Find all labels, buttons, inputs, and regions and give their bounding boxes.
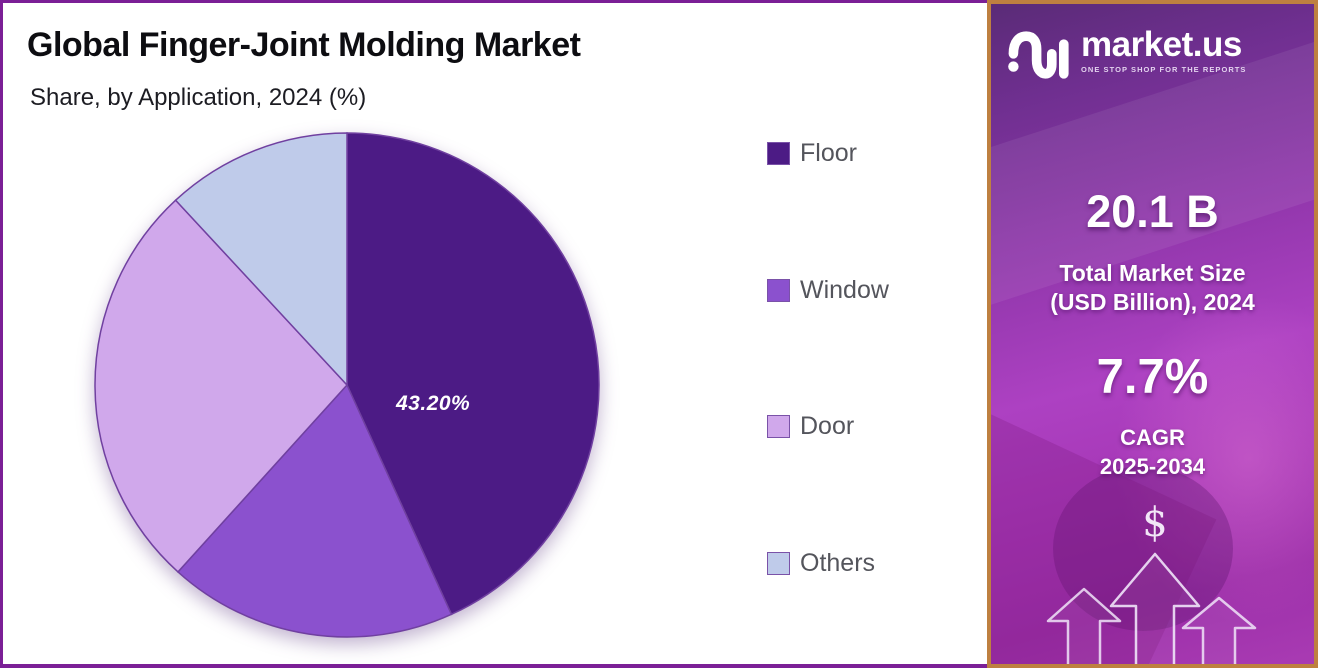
- market-size-label-line2: (USD Billion), 2024: [1050, 289, 1255, 316]
- marketus-logo-text: market.us: [1081, 25, 1242, 64]
- legend-item-door: Door: [767, 412, 967, 441]
- legend-label: Door: [800, 412, 855, 441]
- growth-arrow-icon: [1046, 587, 1122, 664]
- pie-slice-data-label: 43.20%: [396, 392, 471, 415]
- legend-swatch: [767, 278, 790, 302]
- marketus-logo: market.us ONE STOP SHOP FOR THE REPORTS: [1007, 25, 1247, 86]
- growth-arrows: [1046, 552, 1257, 664]
- legend-swatch: [767, 142, 790, 165]
- marketus-logo-icon: [1007, 28, 1071, 86]
- frame-border-bottom: [0, 664, 990, 668]
- cagr-label-line1: CAGR: [1120, 425, 1185, 450]
- legend-item-window: Window: [767, 275, 967, 304]
- legend-label: Floor: [800, 139, 857, 167]
- legend-item-others: Others: [767, 548, 967, 577]
- page-title: Global Finger-Joint Molding Market: [27, 26, 581, 64]
- panel-decor-circle: [1053, 466, 1233, 631]
- chart-legend: Floor Window Door Others: [767, 139, 967, 577]
- legend-label: Others: [800, 548, 876, 577]
- cagr-label: CAGR 2025-2034: [991, 424, 1314, 481]
- legend-item-floor: Floor: [767, 139, 967, 167]
- dollar-icon: $: [1142, 500, 1168, 546]
- cagr-value: 7.7%: [1096, 350, 1209, 404]
- brand-panel: market.us ONE STOP SHOP FOR THE REPORTS …: [987, 0, 1318, 668]
- market-size-label: Total Market Size (USD Billion), 2024: [991, 259, 1314, 318]
- chart-subtitle: Share, by Application, 2024 (%): [30, 84, 367, 111]
- pie-chart: [94, 132, 600, 638]
- pie-slice-door: [94, 199, 349, 573]
- pie-slice-others: [174, 132, 348, 387]
- pie-slice-floor: [346, 132, 600, 616]
- frame-border-left: [0, 0, 3, 668]
- market-size-value: 20.1 B: [1086, 186, 1219, 237]
- growth-arrow-icon: [1109, 552, 1201, 664]
- pie-slice-window: [176, 383, 453, 638]
- cagr-label-line2: 2025-2034: [1099, 453, 1206, 479]
- legend-label: Window: [800, 275, 889, 304]
- market-size-label-line1: Total Market Size: [1059, 260, 1246, 286]
- frame-border-top: [0, 0, 990, 3]
- marketus-tagline: ONE STOP SHOP FOR THE REPORTS: [1081, 65, 1247, 75]
- growth-arrow-icon: [1181, 596, 1257, 664]
- legend-swatch: [767, 415, 790, 439]
- legend-swatch: [767, 551, 790, 575]
